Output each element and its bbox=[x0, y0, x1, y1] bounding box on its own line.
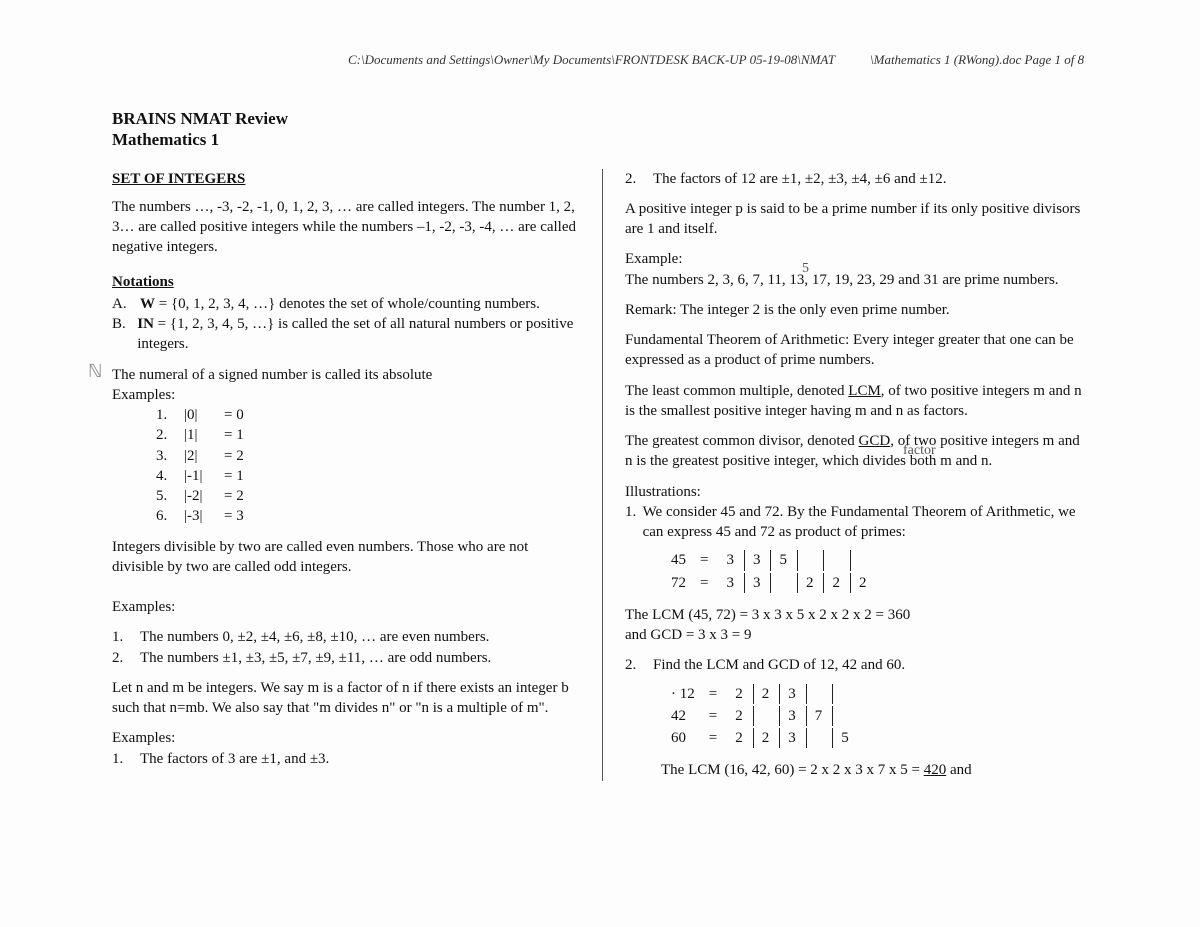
lcm-result-2: The LCM (16, 42, 60) = 2 x 2 x 3 x 7 x 5… bbox=[661, 760, 1082, 780]
notation-a: A. W W = {0, 1, 2, 3, 4, …} denotes the … bbox=[112, 294, 580, 314]
prime-list: The numbers 2, 3, 6, 7, 11, 13, 17, 19, … bbox=[625, 270, 1082, 290]
example-label: Example: bbox=[625, 249, 1082, 269]
illustrations-label: Illustrations: bbox=[625, 482, 1082, 502]
example-row: 1.The numbers 0, ±2, ±4, ±6, ±8, ±10, … … bbox=[112, 627, 580, 647]
header-path: C:\Documents and Settings\Owner\My Docum… bbox=[348, 52, 835, 68]
abs-row: 3.|2|= 2 bbox=[156, 446, 580, 466]
prime-def: A positive integer p is said to be a pri… bbox=[625, 199, 1082, 240]
example-row: 1.The factors of 3 are ±1, and ±3. bbox=[112, 749, 580, 769]
notations-heading: Notations bbox=[112, 272, 580, 292]
examples-label-2: Examples: bbox=[112, 597, 580, 617]
prime-table-2: · 12 = 2 2 3 42 = 2 3 7 bbox=[661, 682, 859, 751]
table-row: · 12 = 2 2 3 bbox=[663, 684, 857, 704]
abs-row: 6.|-3|= 3 bbox=[156, 506, 580, 526]
lcm-def: The least common multiple, denoted LCM, … bbox=[625, 381, 1082, 422]
abs-row: 2.|1|= 1 bbox=[156, 425, 580, 445]
left-column: ℕ SET OF INTEGERS The numbers …, -3, -2,… bbox=[112, 169, 602, 781]
factor-paragraph: Let n and m be integers. We say m is a f… bbox=[112, 678, 580, 719]
abs-row: 4.|-1|= 1 bbox=[156, 466, 580, 486]
abs-intro: The numeral of a signed number is called… bbox=[112, 365, 580, 385]
examples-label-3: Examples: bbox=[112, 728, 580, 748]
illustration-2: 2.Find the LCM and GCD of 12, 42 and 60. bbox=[625, 655, 1082, 675]
even-odd-paragraph: Integers divisible by two are called eve… bbox=[112, 537, 580, 578]
right-column: 2.The factors of 12 are ±1, ±2, ±3, ±4, … bbox=[602, 169, 1082, 781]
section-heading: SET OF INTEGERS bbox=[112, 169, 580, 189]
prime-table-1: 45 = 3 3 5 72 = 3 3 2 2 2 bbox=[661, 548, 876, 595]
table-row: 72 = 3 3 2 2 2 bbox=[663, 573, 874, 593]
table-row: 45 = 3 3 5 bbox=[663, 550, 874, 570]
abs-row: 1.|0|= 0 bbox=[156, 405, 580, 425]
handwritten-5: 5 bbox=[802, 261, 809, 277]
abs-examples: 1.|0|= 0 2.|1|= 1 3.|2|= 2 4.|-1|= 1 5.|… bbox=[156, 405, 580, 527]
example-row: 2.The factors of 12 are ±1, ±2, ±3, ±4, … bbox=[625, 169, 1082, 189]
lcm-result-1: The LCM (45, 72) = 3 x 3 x 5 x 2 x 2 x 2… bbox=[625, 605, 1082, 625]
table-row: 42 = 2 3 7 bbox=[663, 706, 857, 726]
example-row: 2.The numbers ±1, ±3, ±5, ±7, ±9, ±11, …… bbox=[112, 648, 580, 668]
intro-paragraph: The numbers …, -3, -2, -1, 0, 1, 2, 3, …… bbox=[112, 197, 580, 258]
gcd-result-1: and GCD = 3 x 3 = 9 bbox=[625, 625, 1082, 645]
illustration-1: 1.We consider 45 and 72. By the Fundamen… bbox=[625, 502, 1082, 543]
table-row: 60 = 2 2 3 5 bbox=[663, 728, 857, 748]
header-page: \Mathematics 1 (RWong).doc Page 1 of 8 bbox=[870, 52, 1084, 68]
doc-title: BRAINS NMAT Review Mathematics 1 bbox=[112, 108, 1102, 151]
examples-label: Examples: bbox=[112, 385, 580, 405]
handwritten-factor: factor bbox=[903, 443, 936, 459]
margin-note-n: ℕ bbox=[88, 359, 102, 383]
title-line-1: BRAINS NMAT Review bbox=[112, 108, 1102, 129]
remark: Remark: The integer 2 is the only even p… bbox=[625, 300, 1082, 320]
gcd-def: The greatest common divisor, denoted GCD… bbox=[625, 431, 1082, 472]
title-line-2: Mathematics 1 bbox=[112, 129, 1102, 150]
document-body: BRAINS NMAT Review Mathematics 1 5 facto… bbox=[112, 108, 1102, 781]
fta: Fundamental Theorem of Arithmetic: Every… bbox=[625, 330, 1082, 371]
notation-b: B. IN = {1, 2, 3, 4, 5, …} is called the… bbox=[112, 314, 580, 355]
abs-row: 5.|-2|= 2 bbox=[156, 486, 580, 506]
